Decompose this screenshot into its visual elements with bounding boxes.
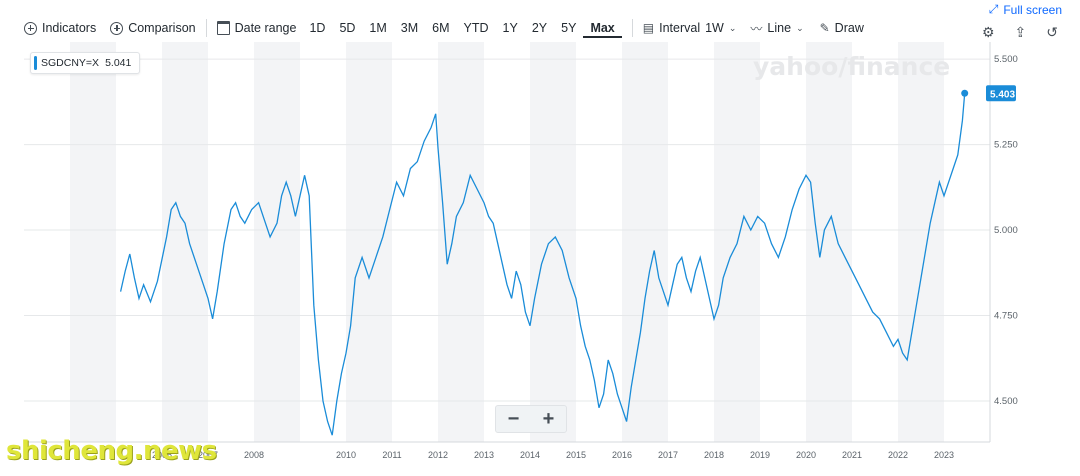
range-ytd[interactable]: YTD [463, 21, 489, 35]
year-band [898, 42, 944, 442]
toolbar-divider [631, 19, 633, 37]
interval-dropdown[interactable]: ▤ Interval 1W ⌄ [643, 21, 737, 35]
full-screen-button[interactable]: ⤢ Full screen [989, 2, 1062, 17]
full-screen-label: Full screen [1003, 2, 1062, 17]
yahoo-finance-watermark: yahoo/finance [753, 52, 950, 81]
y-tick-label: 4.750 [994, 311, 1018, 322]
last-price-badge: 5.403 [986, 85, 1016, 102]
x-tick-label: 2019 [750, 450, 770, 460]
x-axis: 2006 2007 2008 2010 2011 2012 2013 2014 2015 2016… [152, 450, 954, 460]
x-tick-label: 2015 [566, 450, 586, 460]
x-tick-label: 2014 [520, 450, 540, 460]
y-tick-label: 5.000 [994, 225, 1018, 236]
year-band [70, 42, 116, 442]
range-5y[interactable]: 5Y [561, 21, 577, 35]
indicators-label: Indicators [42, 21, 97, 35]
last-price-badge-bg [986, 85, 1016, 102]
pencil-icon: ✎ [819, 21, 830, 35]
year-bands [70, 42, 944, 442]
chevron-down-icon: ⌄ [728, 22, 737, 33]
x-tick-label: 2022 [888, 450, 908, 460]
zoom-controls: − + [495, 405, 567, 433]
chart-toolbar: Indicators Comparison Date range 1D 5D 1… [0, 12, 1080, 44]
line-chart-icon: 〰 [750, 21, 763, 36]
x-tick-label: 2013 [474, 450, 494, 460]
toolbar-divider [205, 19, 207, 37]
interval-label: Interval [659, 21, 701, 35]
site-watermark: shicheng.news [6, 436, 217, 466]
x-tick-label: 2018 [704, 450, 724, 460]
y-axis: 4.500 4.750 5.000 5.250 5.500 [994, 54, 1018, 407]
candles-icon: ▤ [642, 21, 655, 35]
chart-actions: ⚙ ⇪ ↺ [982, 24, 1058, 41]
year-band [530, 42, 576, 442]
range-selector: 1D 5D 1M 3M 6M YTD 1Y 2Y 5Y Max [302, 18, 622, 38]
x-tick-label: 2012 [428, 450, 448, 460]
range-1m[interactable]: 1M [369, 21, 387, 35]
range-6m[interactable]: 6M [432, 21, 450, 35]
comparison-label: Comparison [128, 21, 196, 35]
x-tick-label: 2010 [336, 450, 356, 460]
gear-icon[interactable]: ⚙ [981, 24, 995, 40]
reset-icon[interactable]: ↺ [1046, 24, 1058, 40]
year-band [622, 42, 668, 442]
range-2y[interactable]: 2Y [531, 21, 548, 35]
range-5d[interactable]: 5D [339, 21, 356, 35]
x-tick-label: 2016 [612, 450, 632, 460]
y-tick-label: 5.250 [994, 140, 1018, 151]
x-tick-label: 2021 [842, 450, 862, 460]
year-band [806, 42, 852, 442]
date-range-label: Date range [234, 21, 297, 35]
price-line [119, 93, 966, 436]
y-tick-label: 4.500 [994, 396, 1018, 407]
x-tick-label: 2017 [658, 450, 678, 460]
year-band [254, 42, 300, 442]
chevron-down-icon: ⌄ [796, 22, 804, 33]
last-price-value: 5.403 [990, 89, 1015, 100]
range-3m[interactable]: 3M [400, 21, 419, 35]
comparison-button[interactable]: Comparison [110, 21, 196, 35]
zoom-out-button[interactable]: − [507, 408, 520, 430]
x-tick-label: 2023 [934, 450, 954, 460]
draw-button[interactable]: ✎ Draw [820, 21, 864, 35]
x-tick-label: 2011 [382, 450, 401, 460]
x-tick-label: 2020 [796, 450, 816, 460]
year-band [346, 42, 392, 442]
range-1y[interactable]: 1Y [502, 21, 518, 35]
x-tick-label: 2006 [152, 450, 172, 460]
expand-icon: ⤢ [988, 2, 999, 16]
symbol-value: 5.041 [105, 57, 132, 69]
plus-circle-icon [110, 21, 124, 35]
interval-value: 1W [705, 21, 724, 35]
last-point [961, 89, 969, 97]
symbol-ticker: SGDCNY=X [41, 57, 100, 69]
range-max[interactable]: Max [583, 18, 622, 38]
calendar-icon [216, 21, 230, 35]
chart-type-dropdown[interactable]: 〰 Line ⌄ [750, 20, 803, 37]
plus-circle-icon [24, 21, 37, 35]
x-tick-label: 2007 [198, 450, 218, 460]
share-icon[interactable]: ⇪ [1014, 24, 1027, 40]
zoom-in-button[interactable]: + [542, 408, 555, 430]
x-tick-label: 2008 [244, 450, 264, 460]
date-range-button[interactable]: Date range [216, 21, 297, 35]
range-1d[interactable]: 1D [309, 21, 326, 35]
y-tick-label: 5.500 [994, 54, 1018, 65]
indicators-button[interactable]: Indicators [24, 21, 96, 35]
grid-lines [24, 42, 991, 443]
line-label: Line [767, 21, 792, 35]
year-band [162, 42, 208, 442]
draw-label: Draw [834, 21, 864, 35]
symbol-legend[interactable]: SGDCNY=X 5.041 [30, 52, 141, 74]
